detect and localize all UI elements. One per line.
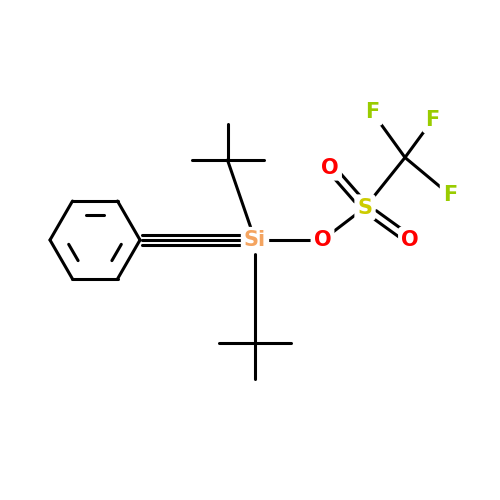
- Text: S: S: [358, 198, 372, 218]
- Text: Si: Si: [244, 230, 266, 250]
- Text: F: F: [366, 102, 380, 122]
- Text: O: O: [401, 230, 419, 250]
- Text: F: F: [426, 110, 440, 130]
- Text: O: O: [314, 230, 332, 250]
- Text: F: F: [443, 185, 457, 205]
- Text: O: O: [321, 158, 339, 178]
